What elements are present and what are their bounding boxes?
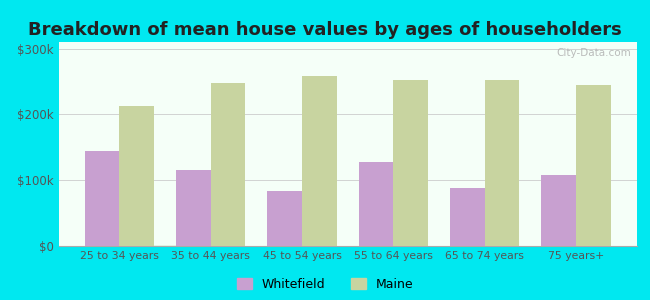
Bar [176, 170, 211, 246]
Bar [267, 191, 302, 246]
Bar [576, 85, 611, 246]
Bar [211, 83, 246, 246]
Text: Breakdown of mean house values by ages of householders: Breakdown of mean house values by ages o… [28, 21, 622, 39]
Bar [485, 80, 519, 246]
Bar [359, 162, 393, 246]
Bar [541, 175, 576, 246]
Text: City-Data.com: City-Data.com [556, 48, 631, 58]
Bar [120, 106, 154, 246]
Legend: Whitefield, Maine: Whitefield, Maine [237, 278, 413, 291]
Bar [450, 188, 485, 246]
Bar [84, 151, 120, 246]
Bar [302, 76, 337, 246]
Bar [393, 80, 428, 246]
